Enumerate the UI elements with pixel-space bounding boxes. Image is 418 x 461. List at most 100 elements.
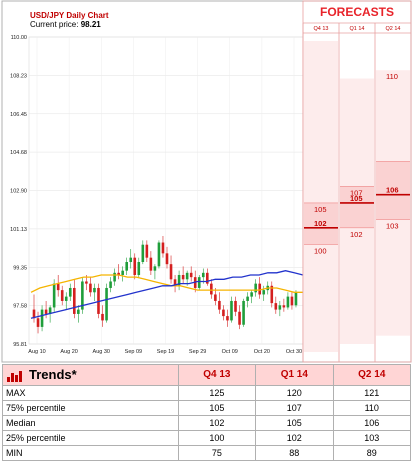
candle-body	[105, 287, 108, 321]
candle-body	[32, 309, 36, 319]
forecast-iqr-band	[376, 161, 410, 220]
table-cell: 110	[332, 400, 412, 416]
candle-body	[129, 257, 133, 263]
forecast-value-label: 105	[314, 205, 327, 214]
table-cell: 102	[177, 415, 257, 431]
current-price-value: 98.21	[81, 20, 102, 29]
x-axis-ticks: Aug 10 Aug 20 Aug 30 Sep 09 Sep 19 Sep 29 Oct …	[28, 349, 302, 355]
candle-body	[153, 266, 157, 271]
candle-body	[238, 311, 241, 325]
y-tick-label: 95.81	[13, 342, 27, 348]
x-tick-label: Sep 29	[189, 349, 206, 355]
x-tick-label: Oct 30	[286, 349, 302, 355]
candle-body	[169, 264, 173, 280]
candle-body	[222, 309, 225, 317]
current-price-label: Current price:	[30, 20, 78, 29]
chart-title: USD/JPY Daily Chart	[30, 11, 109, 20]
candle-body	[125, 262, 128, 271]
candle-body	[258, 283, 261, 295]
row-label: 75% percentile	[2, 400, 179, 416]
candle-body	[93, 287, 96, 293]
candle-body	[52, 283, 56, 308]
candle-body	[254, 283, 257, 293]
candle-body	[278, 305, 282, 310]
candle-body	[173, 279, 177, 286]
forecast-value-label: 107	[350, 188, 363, 197]
usdjpy-chart: USD/JPY Daily Chart Current price: 98.21…	[1, 0, 412, 363]
candle-body	[197, 277, 201, 288]
trends-header-row: Trends* Q4 13 Q1 14 Q2 14	[2, 364, 412, 386]
candle-body	[206, 272, 209, 284]
y-tick-label: 110.00	[11, 35, 27, 41]
x-tick-label: Oct 09	[222, 349, 238, 355]
candle-body	[56, 283, 60, 291]
candle-body	[201, 272, 205, 278]
forecast-value-label: 106	[386, 186, 399, 195]
x-tick-label: Aug 30	[93, 349, 110, 355]
trends-title-cell: Trends*	[2, 364, 179, 386]
row-label: Median	[2, 415, 179, 431]
bar-chart-icon	[7, 368, 23, 383]
table-cell: 106	[332, 415, 412, 431]
x-tick-label: Oct 20	[254, 349, 270, 355]
forecast-iqr-band	[340, 186, 374, 228]
candle-body	[149, 257, 153, 271]
candle-body	[109, 281, 112, 288]
forecast-value-label: 110	[386, 72, 398, 81]
y-tick-label: 97.58	[13, 304, 27, 310]
forecast-value-label: 105	[350, 194, 363, 203]
x-tick-label: Sep 09	[125, 349, 142, 355]
x-tick-label: Aug 10	[28, 349, 45, 355]
candle-body	[157, 242, 161, 267]
candle-body	[210, 283, 213, 295]
table-row: 75% percentile 105 107 110	[2, 400, 412, 416]
candle-body	[286, 296, 290, 308]
trends-title: Trends	[29, 366, 72, 382]
table-cell: 120	[255, 385, 334, 401]
table-cell: 107	[255, 400, 334, 416]
table-row: MAX 125 120 121	[2, 385, 412, 401]
x-tick-label: Aug 20	[60, 349, 77, 355]
table-cell: 121	[332, 385, 412, 401]
candle-body	[68, 287, 72, 297]
candle-body	[133, 257, 137, 275]
candle-body	[44, 309, 48, 314]
y-tick-label: 102.90	[10, 189, 27, 195]
table-cell: 105	[177, 400, 257, 416]
candle-body	[141, 244, 145, 263]
table-row: MIN 75 88 89	[2, 445, 412, 461]
moving-average-line	[30, 270, 304, 319]
forecasts-title: FORECASTS	[320, 5, 394, 19]
candle-body	[113, 272, 116, 282]
candle-body	[77, 309, 80, 314]
candle-body	[262, 290, 266, 295]
y-tick-label: 101.13	[10, 227, 27, 233]
y-tick-label: 104.68	[10, 150, 27, 156]
table-row: Median 102 105 106	[2, 415, 412, 431]
candle-body	[282, 305, 286, 308]
candle-body	[177, 274, 181, 286]
candle-body	[89, 283, 92, 293]
candle-body	[218, 300, 221, 310]
row-label: 25% percentile	[2, 430, 179, 446]
candle-body	[294, 292, 298, 306]
candle-body	[226, 316, 229, 321]
candle-body	[48, 307, 52, 314]
forecast-value-label: 102	[350, 230, 363, 239]
candle-body	[121, 270, 124, 275]
candle-body	[181, 274, 185, 280]
candle-body	[145, 244, 149, 258]
gridlines	[29, 36, 303, 345]
trends-header-q4-13: Q4 13	[177, 364, 257, 386]
x-tick-label: Sep 19	[157, 349, 174, 355]
candle-body	[73, 287, 76, 314]
candle-body	[214, 294, 217, 301]
forecast-iqr-band	[304, 202, 338, 245]
candle-body	[185, 272, 189, 280]
candle-body	[101, 313, 104, 321]
table-cell: 75	[177, 445, 257, 461]
candle-body	[189, 272, 193, 278]
y-tick-label: 108.23	[10, 73, 27, 79]
candle-body	[81, 281, 84, 310]
